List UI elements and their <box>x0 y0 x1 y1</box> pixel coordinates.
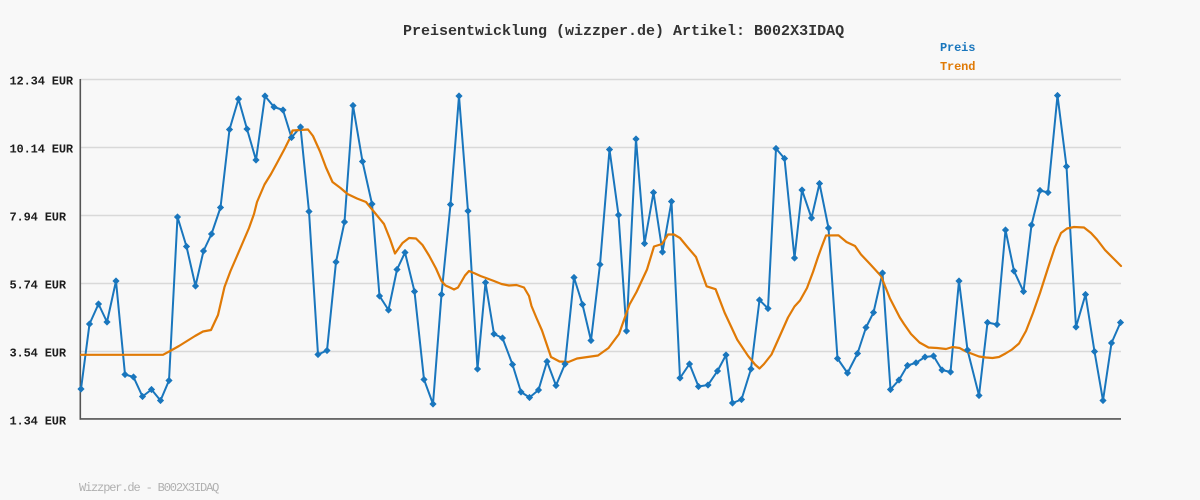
svg-text:12.34 EUR: 12.34 EUR <box>10 75 74 89</box>
svg-text:5.74 EUR: 5.74 EUR <box>10 279 67 293</box>
svg-text:1.34 EUR: 1.34 EUR <box>10 415 67 429</box>
svg-text:Preis: Preis <box>940 41 975 55</box>
svg-text:Trend: Trend <box>940 60 975 74</box>
svg-text:Preisentwicklung (wizzper.de): Preisentwicklung (wizzper.de) Artikel: B… <box>403 23 844 40</box>
svg-text:3.54 EUR: 3.54 EUR <box>10 347 67 361</box>
svg-text:Wizzper.de - B002X3IDAQ: Wizzper.de - B002X3IDAQ <box>79 481 219 495</box>
svg-text:7.94 EUR: 7.94 EUR <box>10 211 67 225</box>
svg-text:10.14 EUR: 10.14 EUR <box>10 143 74 157</box>
